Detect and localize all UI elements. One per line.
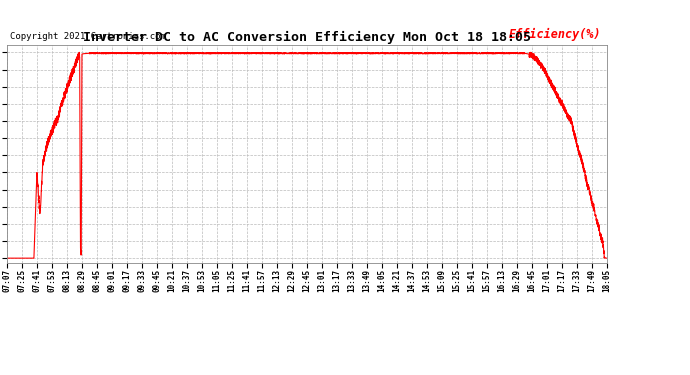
Text: Efficiency(%): Efficiency(%) [509, 27, 601, 40]
Title: Inverter DC to AC Conversion Efficiency Mon Oct 18 18:05: Inverter DC to AC Conversion Efficiency … [83, 31, 531, 44]
Text: Copyright 2021 Cartronics.com: Copyright 2021 Cartronics.com [10, 32, 166, 40]
